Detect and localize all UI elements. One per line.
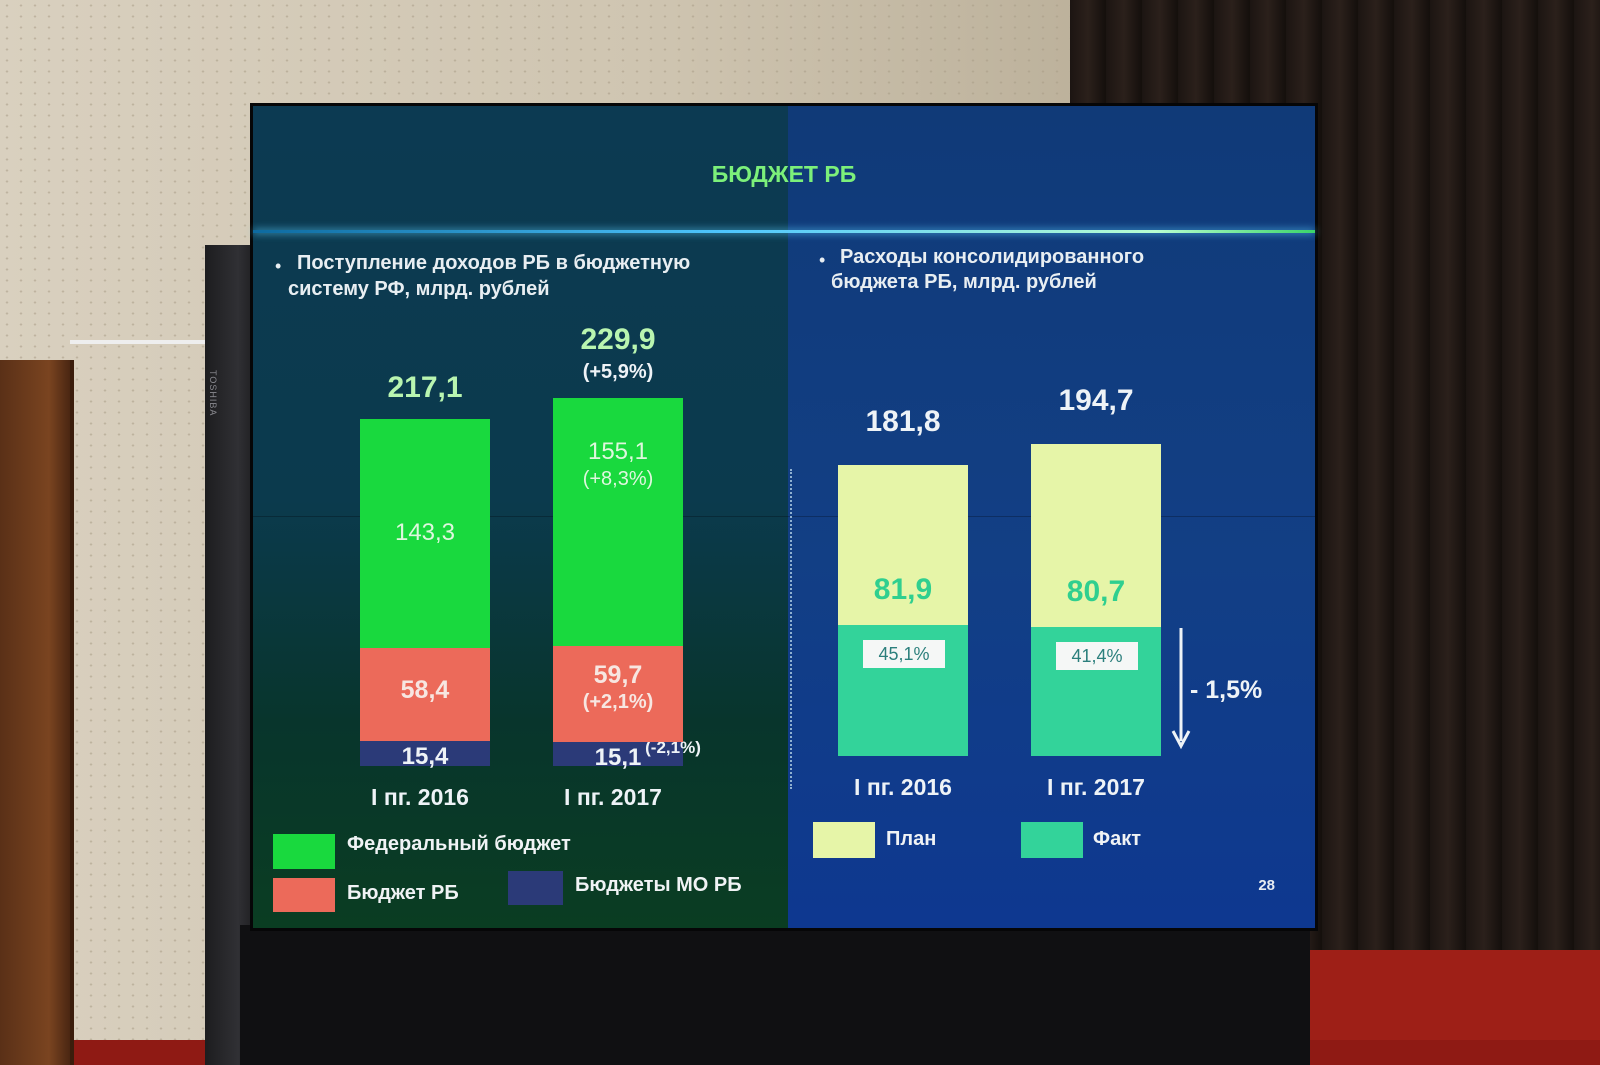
bar-total: 229,9 — [580, 323, 656, 357]
category-label: I пг. 2017 — [564, 784, 662, 810]
bar-total-change: (+5,9%) — [582, 361, 654, 384]
bar-Бюджеты МО РБ — [360, 741, 490, 766]
down-arrow-icon — [1171, 628, 1191, 750]
legend-label-rb: Бюджет РБ — [347, 882, 459, 904]
bar-total: 217,1 — [387, 370, 463, 404]
segment-label: 59,7 — [593, 661, 643, 690]
fact-value-label: 81,9 — [873, 572, 933, 606]
tv-brand-text: TOSHIBA — [208, 370, 218, 417]
legend-swatch-mo — [508, 871, 563, 905]
segment-label: 143,3 — [394, 518, 456, 546]
presentation-screen: БЮДЖЕТ РБ • Поступление доходов РБ в бюд… — [253, 106, 1315, 928]
category-label: I пг. 2016 — [371, 784, 469, 810]
segment-change: (+8,3%) — [582, 468, 654, 491]
right-chart-title-line2: бюджета РБ, млрд. рублей — [831, 271, 1097, 293]
category-label: I пг. 2017 — [1047, 774, 1145, 800]
plan-value-label: 194,7 — [1058, 384, 1134, 418]
bar-Бюджет РБ — [553, 646, 683, 742]
bullet-left: • — [275, 256, 282, 276]
segment-change: (+2,1%) — [582, 691, 654, 714]
fact-share-label: 45,1% — [863, 639, 945, 668]
legend-swatch-plan — [813, 822, 875, 858]
bar-Федеральный бюджет — [360, 418, 490, 648]
bar-Бюджет РБ — [360, 647, 490, 742]
category-label: I пг. 2016 — [854, 774, 952, 800]
legend-swatch-fact — [1021, 822, 1083, 858]
panel-seam — [253, 516, 1315, 517]
segment-label: 15,4 — [401, 743, 449, 771]
legend-label-federal: Федеральный бюджет — [347, 833, 571, 855]
legend-swatch-rb — [273, 878, 335, 912]
fact-value-label: 80,7 — [1066, 574, 1126, 608]
segment-label: 155,1 — [587, 438, 649, 466]
left-panel — [253, 106, 788, 928]
segment-label: 15,1 — [594, 743, 642, 771]
fact-share-label: 41,4% — [1056, 641, 1138, 670]
title-divider — [253, 230, 1315, 233]
right-chart-title-line1: Расходы консолидированного — [840, 246, 1145, 268]
bullet-right: • — [819, 250, 826, 270]
chart-separator — [790, 469, 792, 789]
slide-title: БЮДЖЕТ РБ — [711, 161, 857, 187]
cable — [70, 340, 210, 344]
change-annotation: - 1,5% — [1190, 676, 1263, 704]
legend-label-fact: Факт — [1093, 828, 1141, 850]
left-chart-title-line2: систему РФ, млрд. рублей — [288, 278, 550, 300]
left-chart-title-line1: Поступление доходов РБ в бюджетную — [297, 252, 691, 274]
bar-Бюджеты МО РБ — [553, 741, 683, 766]
segment-change: (-2,1%) — [645, 737, 701, 757]
legend-swatch-federal — [273, 834, 335, 869]
bar-Федеральный бюджет — [553, 398, 683, 647]
door — [0, 360, 74, 1065]
legend-label-mo: Бюджеты МО РБ — [575, 874, 742, 896]
screen-base — [240, 925, 1310, 1065]
segment-label: 58,4 — [400, 675, 450, 704]
plan-value-label: 181,8 — [865, 405, 941, 439]
legend-label-plan: План — [886, 828, 937, 850]
page-number: 28 — [1258, 877, 1275, 894]
